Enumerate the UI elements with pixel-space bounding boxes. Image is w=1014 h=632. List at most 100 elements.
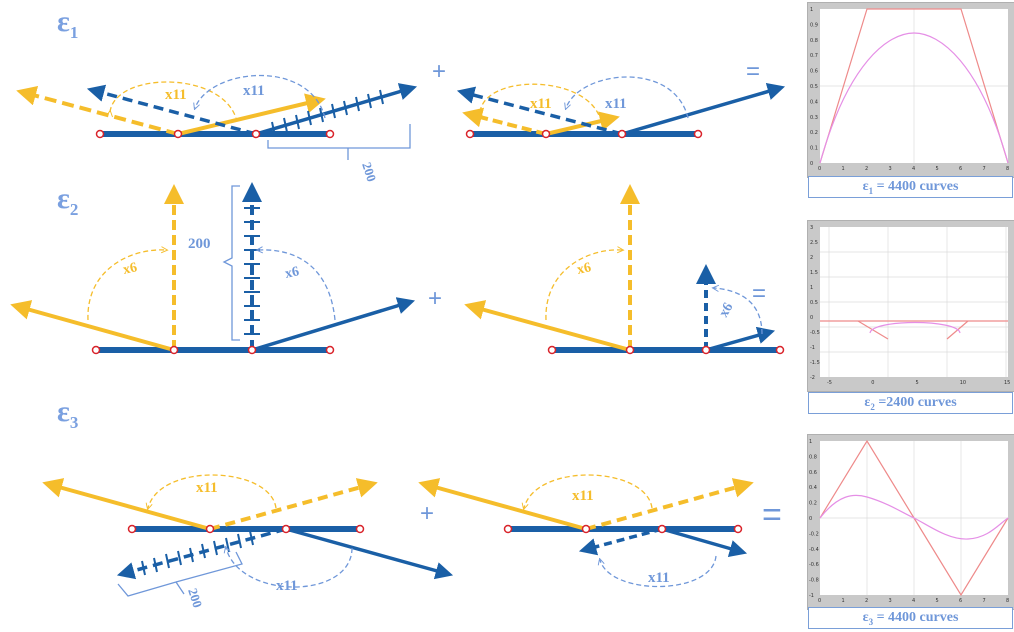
tick-label: 2.5 xyxy=(810,240,818,246)
curve-pink xyxy=(869,321,961,334)
tick-label: 3 xyxy=(810,225,813,231)
curve-red xyxy=(819,8,1009,164)
yellow-dashed-arrow xyxy=(209,478,378,531)
row2-left-diagram: 200 x6 x6 xyxy=(10,182,416,355)
tick-label: 0.4 xyxy=(809,485,817,491)
blue-rotation-arc xyxy=(714,288,763,335)
tick-label: 0.5 xyxy=(810,84,818,90)
plus-sign-row-3: + xyxy=(420,500,435,527)
curve-red xyxy=(857,320,889,340)
node-points xyxy=(465,129,703,139)
yellow-dashed-arrow xyxy=(16,85,179,136)
mult-label: x11 xyxy=(572,488,594,504)
mult-label: x11 xyxy=(276,578,298,594)
plot-1-xticks: 0 1 2 3 4 5 6 7 8 xyxy=(818,166,1009,172)
tick-label: -2 xyxy=(810,375,815,381)
blue-arrow xyxy=(285,527,454,580)
blue-arrow xyxy=(251,297,416,352)
blue-dashed-arrow xyxy=(86,84,257,136)
node-points xyxy=(547,345,785,355)
tick-label: 0.7 xyxy=(810,53,818,59)
mult-label: x6 xyxy=(284,264,301,282)
equals-sign-row-2: = xyxy=(752,280,767,307)
tick-label: 0.9 xyxy=(810,22,818,28)
tick-label: 3 xyxy=(889,598,892,604)
yellow-rotation-arc xyxy=(524,474,653,508)
tick-label: 6 xyxy=(959,166,962,172)
tick-label: 1 xyxy=(809,439,812,445)
plot-3-yticks: -1 -0.8 -0.6 -0.4 -0.2 0 0.2 0.4 0.6 0.8 1 xyxy=(809,439,819,599)
mult-label: x11 xyxy=(243,83,265,99)
tick-label: 5 xyxy=(936,598,939,604)
mult-label: x6 xyxy=(576,260,593,278)
tick-label: 7 xyxy=(983,166,986,172)
plus-sign-row-1: + xyxy=(432,58,447,85)
tick-label: 0.4 xyxy=(810,99,818,105)
yellow-dashed-arrow xyxy=(585,478,754,531)
blue-rotation-arc xyxy=(258,250,336,321)
yellow-arrow xyxy=(464,300,631,352)
tick-label: 0 xyxy=(810,161,813,167)
equals-sign-row-3: = xyxy=(762,496,782,534)
tick-label: 0.2 xyxy=(809,501,817,507)
tick-label: -1 xyxy=(810,345,815,351)
blue-arrow xyxy=(705,326,776,352)
tick-label: 8 xyxy=(1006,598,1009,604)
tick-label: 4 xyxy=(912,166,915,172)
row3-right-diagram: x11 x11 xyxy=(418,474,754,588)
tick-label: 0 xyxy=(871,380,874,386)
tick-label: 2 xyxy=(865,166,868,172)
tick-label: 2 xyxy=(865,598,868,604)
tick-label: 5 xyxy=(936,166,939,172)
node-points xyxy=(91,345,335,355)
count-label: 200 xyxy=(359,160,379,183)
blue-rotation-arc xyxy=(226,548,353,588)
row1-right-diagram: x11 x11 xyxy=(456,76,786,139)
blue-dashed-arrow xyxy=(456,86,623,136)
count-label: 200 xyxy=(185,586,205,609)
plot-3-caption: ε3 = 4400 curves xyxy=(808,607,1013,629)
tick-marks xyxy=(271,89,384,137)
tick-label: -0.5 xyxy=(810,330,820,336)
count-bracket xyxy=(117,551,243,597)
tick-label: 7 xyxy=(983,598,986,604)
tick-label: -5 xyxy=(827,380,832,386)
tick-label: -0.6 xyxy=(809,562,819,568)
curve-pink xyxy=(819,494,1009,540)
yellow-arrow xyxy=(42,478,211,531)
plus-sign-row-2: + xyxy=(428,285,443,312)
epsilon-2-label: ε2 xyxy=(57,182,79,219)
row2-right-diagram: x6 x6 xyxy=(464,184,785,355)
epsilon-3-label: ε3 xyxy=(57,395,79,432)
yellow-rotation-arc xyxy=(480,83,601,119)
plot-2-svg: -5 0 5 10 15 -2 -1.5 -1 -0.5 0 0.5 1 1.5 2 2.5 3 xyxy=(810,225,1010,386)
count-bracket xyxy=(267,124,411,160)
yellow-arrow xyxy=(418,478,587,531)
tick-label: 1 xyxy=(842,598,845,604)
plot-2: -5 0 5 10 15 -2 -1.5 -1 -0.5 0 0.5 1 1.5 2 2.5 3 xyxy=(807,220,1014,392)
tick-marks xyxy=(244,207,260,335)
mult-label: x11 xyxy=(196,480,218,496)
count-bracket xyxy=(222,185,240,341)
mult-label: x6 xyxy=(716,300,736,320)
node-points xyxy=(127,524,365,534)
plot-3: 0 1 2 3 4 5 6 7 8 -1 -0.8 -0.6 -0.4 -0.2 0 0.2 0.4 0.6 0.… xyxy=(807,434,1014,610)
tick-label: 1 xyxy=(842,166,845,172)
tick-label: -1 xyxy=(809,593,814,599)
tick-label: -1.5 xyxy=(810,360,820,366)
mult-label: x11 xyxy=(648,570,670,586)
node-points xyxy=(503,524,743,534)
plot-1-caption: ε1 = 4400 curves xyxy=(808,176,1013,198)
plot-2-xticks: -5 0 5 10 15 xyxy=(827,380,1010,386)
tick-label: 0.8 xyxy=(810,38,818,44)
epsilon-1-label: ε1 xyxy=(57,5,79,42)
tick-label: 0.5 xyxy=(810,300,818,306)
tick-label: 6 xyxy=(959,598,962,604)
yellow-arrow xyxy=(177,93,326,136)
yellow-rotation-arc xyxy=(545,250,622,321)
tick-label: 0.3 xyxy=(810,115,818,121)
tick-label: 8 xyxy=(1006,166,1009,172)
yellow-arrow xyxy=(10,300,175,352)
mult-label: x6 xyxy=(122,260,139,278)
